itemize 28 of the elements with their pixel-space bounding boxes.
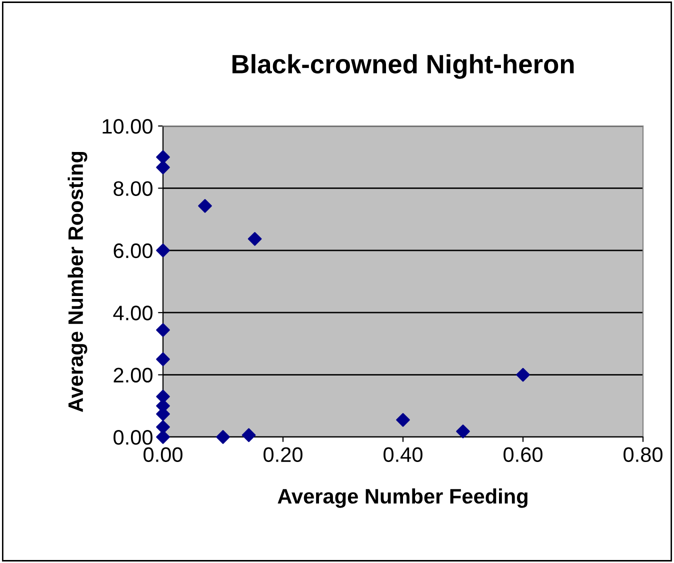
- y-tick-label: 6.00: [114, 243, 152, 258]
- point: [156, 150, 170, 164]
- point: [156, 243, 170, 258]
- point: [216, 430, 230, 444]
- x-axis-title: Average Number Feeding: [278, 488, 528, 508]
- y-tick-label: 8.00: [114, 181, 152, 196]
- point: [198, 199, 212, 213]
- y-tick-label: 4.00: [113, 306, 152, 320]
- x-tick-label: 0.40: [384, 447, 422, 462]
- point: [396, 412, 410, 427]
- y-tick-label: 2.00: [114, 368, 152, 383]
- chart-title: Black-crowned Night-heron: [232, 54, 574, 79]
- point: [456, 424, 470, 438]
- y-axis-title: Average Number Roosting: [68, 152, 88, 412]
- point: [156, 323, 170, 337]
- point: [242, 428, 256, 442]
- point: [248, 232, 262, 246]
- point: [156, 430, 170, 444]
- x-tick-label: 0.60: [504, 447, 542, 462]
- x-tick-label: 0.00: [144, 447, 182, 462]
- point: [156, 352, 170, 366]
- point: [156, 420, 170, 434]
- y-tick-label: 10.00: [102, 119, 152, 134]
- x-tick-label: 0.80: [624, 447, 662, 462]
- point: [516, 368, 530, 382]
- y-tick-label: 0.00: [114, 430, 152, 445]
- x-tick-label: 0.20: [264, 447, 302, 462]
- point: [156, 160, 170, 174]
